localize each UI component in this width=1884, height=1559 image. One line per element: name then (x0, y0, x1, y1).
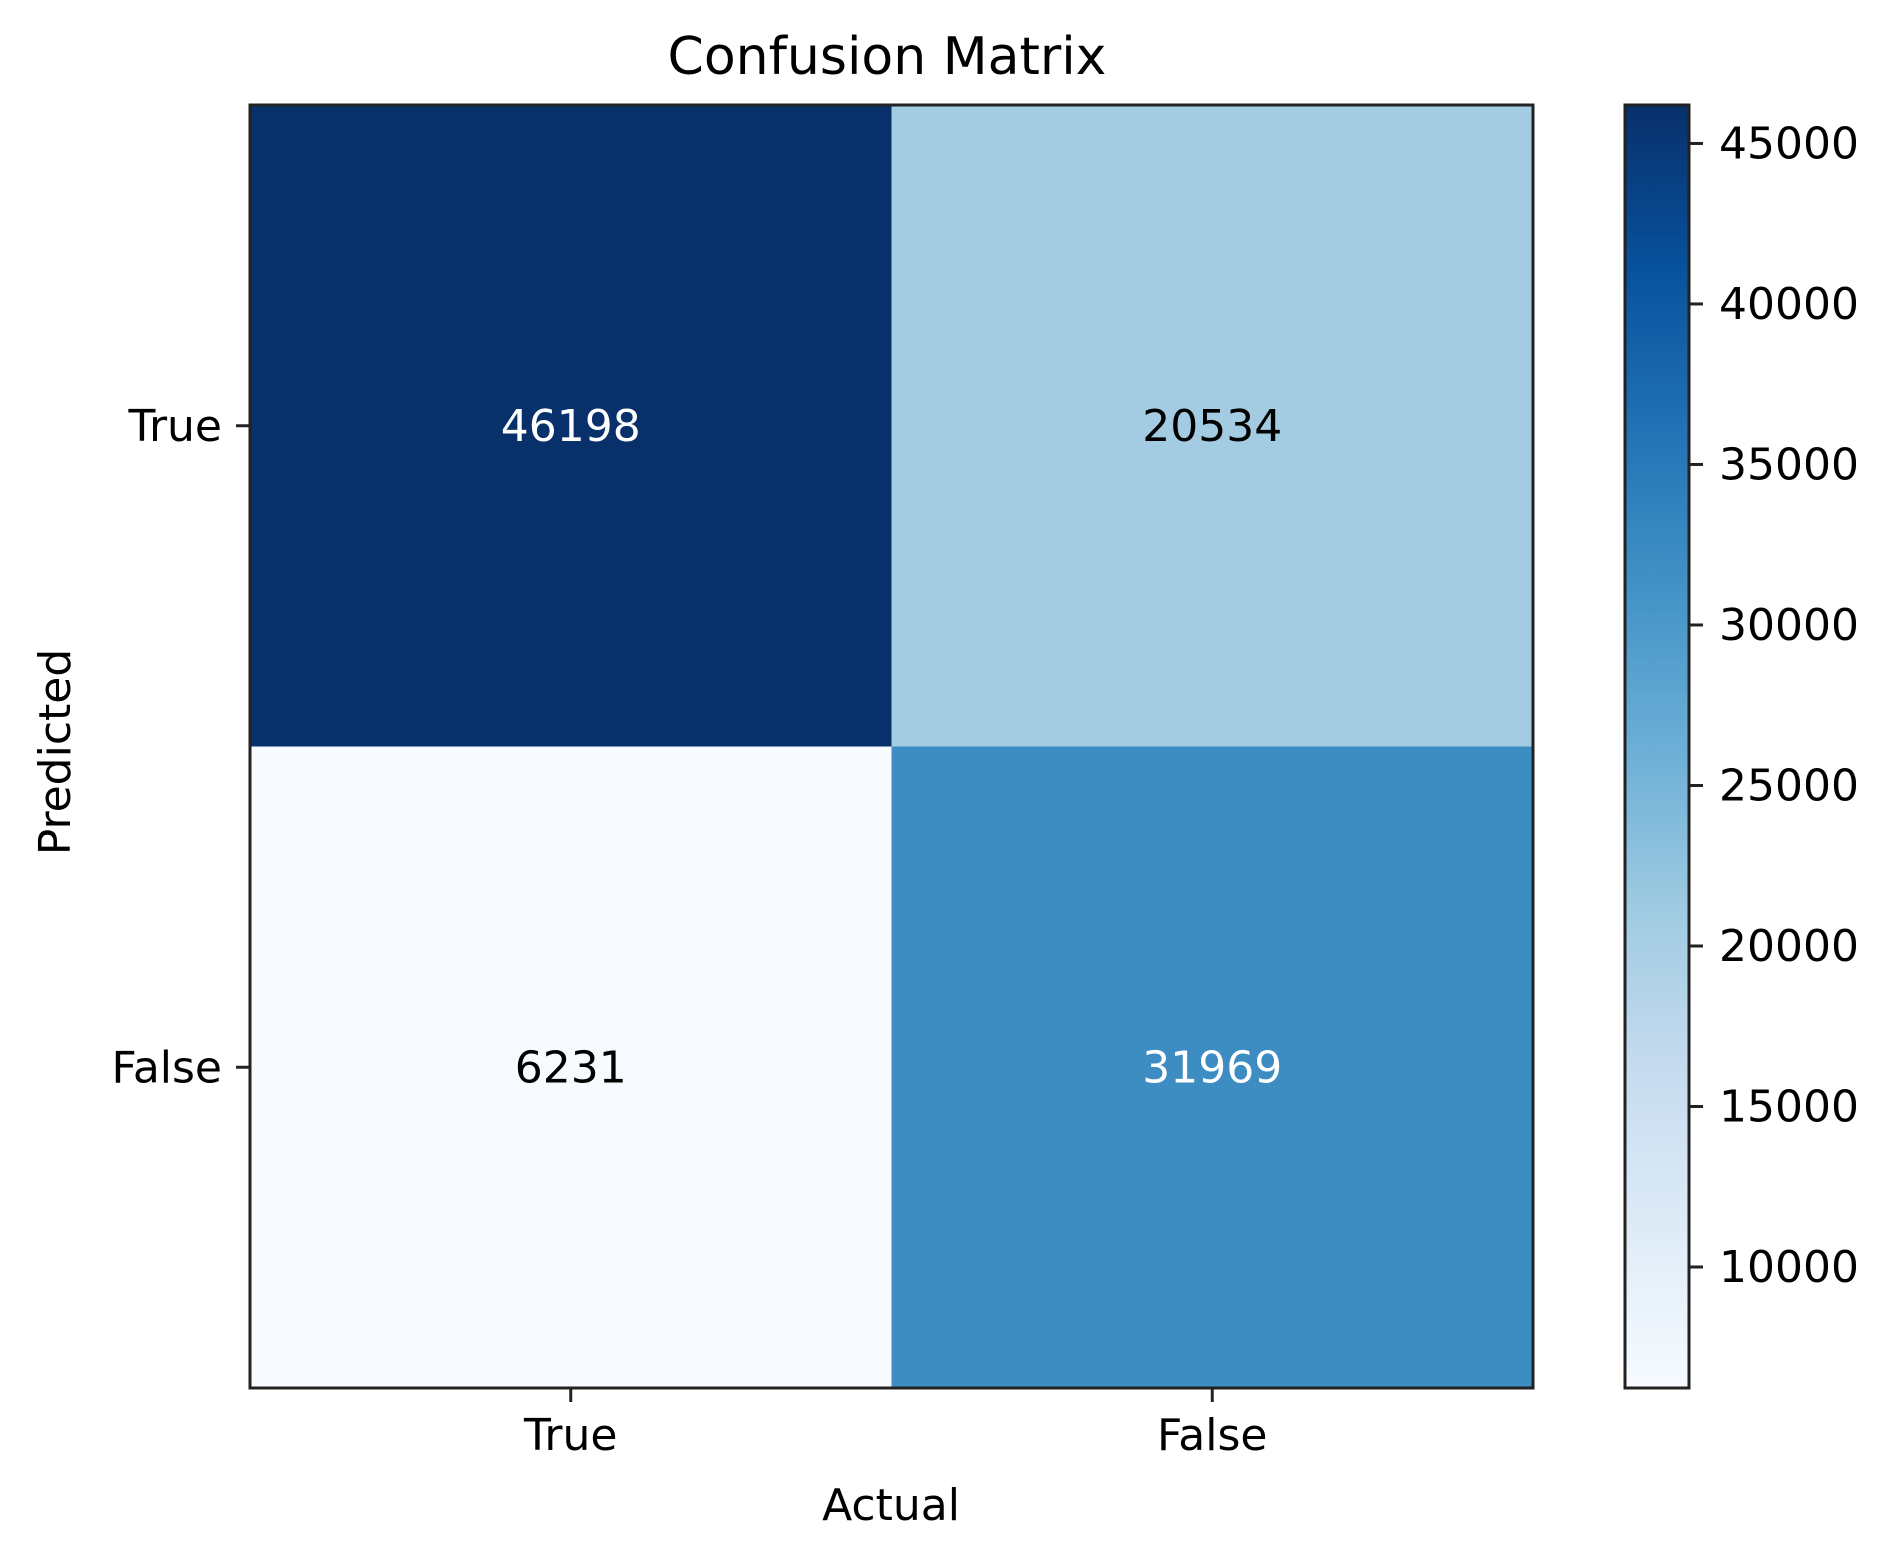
y-tick-label: False (112, 1042, 222, 1093)
y-axis-label: Predicted (30, 649, 81, 856)
colorbar-tick-label: 20000 (1719, 921, 1859, 972)
heatmap-cell (250, 746, 892, 1389)
colorbar-tick-label: 30000 (1719, 600, 1859, 651)
x-axis-ticks: True False (523, 1388, 1267, 1461)
heatmap-cell-labels: 46198 20534 6231 31969 (501, 401, 1282, 1094)
colorbar-tick-label: 45000 (1719, 118, 1859, 169)
colorbar-tick-label: 40000 (1719, 279, 1859, 330)
heatmap-cell (891, 746, 1534, 1389)
colorbar-tick-label: 35000 (1719, 439, 1859, 490)
colorbar-ticks: 10000 15000 20000 25000 30000 35000 40000 45000 (1689, 118, 1859, 1293)
heatmap-cell (891, 105, 1534, 747)
cell-value-label: 6231 (515, 1042, 627, 1093)
chart-title: Confusion Matrix (668, 27, 1107, 87)
x-tick-label: True (523, 1410, 617, 1461)
heatmap-cells (250, 105, 1534, 1389)
colorbar-tick-label: 25000 (1719, 760, 1859, 811)
x-tick-label: False (1157, 1410, 1267, 1461)
y-axis-ticks: True False (112, 401, 250, 1093)
heatmap-cell (250, 105, 892, 747)
colorbar-tick-label: 10000 (1719, 1242, 1859, 1293)
cell-value-label: 31969 (1142, 1042, 1282, 1093)
colorbar (1623, 103, 1691, 1390)
x-axis-label: Actual (822, 1480, 960, 1531)
cell-value-label: 46198 (501, 401, 641, 452)
cell-value-label: 20534 (1142, 401, 1282, 452)
y-tick-label: True (128, 401, 222, 452)
plot-frame (248, 103, 1535, 1390)
colorbar-tick-label: 15000 (1719, 1082, 1859, 1133)
